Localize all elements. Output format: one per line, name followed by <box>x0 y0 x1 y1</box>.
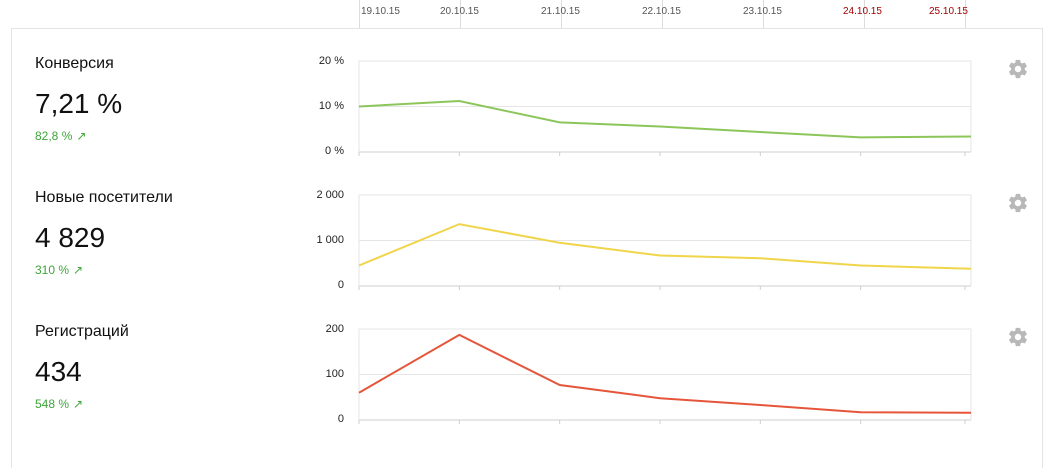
new-visitors-line-chart <box>357 194 973 290</box>
registrations-line-chart <box>357 328 973 424</box>
date-tick <box>864 0 865 28</box>
y-tick-label: 0 <box>337 279 344 291</box>
y-tick-label: 0 <box>337 413 344 425</box>
date-label: 20.10.15 <box>440 6 479 17</box>
data-point[interactable] <box>859 410 863 414</box>
data-point[interactable] <box>457 333 461 337</box>
date-label: 22.10.15 <box>642 6 681 17</box>
settings-gear-icon[interactable] <box>1007 326 1029 348</box>
y-tick-label: 200 <box>325 323 344 335</box>
metric-value: 4 829 <box>35 222 106 253</box>
date-tick <box>460 0 461 28</box>
data-point[interactable] <box>969 267 973 271</box>
settings-gear-icon[interactable] <box>1007 192 1029 214</box>
metric-change: 310 % ↗ <box>35 263 83 277</box>
data-point[interactable] <box>558 241 562 245</box>
date-label: 21.10.15 <box>541 6 580 17</box>
metric-change: 82,8 % ↗ <box>35 129 86 143</box>
data-point[interactable] <box>859 264 863 268</box>
metric-change-value: 310 % <box>35 263 70 277</box>
date-label-weekend: 24.10.15 <box>843 6 882 17</box>
date-tick <box>662 0 663 28</box>
metric-change-value: 82,8 % <box>35 129 73 143</box>
data-point[interactable] <box>357 105 361 109</box>
trend-up-arrow-icon: ↗ <box>73 397 84 411</box>
metric-name: Конверсия <box>35 55 114 72</box>
data-point[interactable] <box>357 391 361 395</box>
date-tick <box>965 0 966 28</box>
date-label: 23.10.15 <box>743 6 782 17</box>
series-line <box>358 223 972 270</box>
data-point[interactable] <box>758 403 762 407</box>
series-line <box>358 333 972 414</box>
metric-name: Регистраций <box>35 323 129 340</box>
date-tick <box>359 0 360 28</box>
conversion-line-chart <box>357 60 973 156</box>
y-tick-label: 0 % <box>325 145 344 157</box>
trend-up-arrow-icon: ↗ <box>76 129 87 143</box>
trend-up-arrow-icon: ↗ <box>73 263 84 277</box>
dashboard-panel <box>11 28 1043 468</box>
y-tick-label: 20 % <box>318 55 344 67</box>
settings-gear-icon[interactable] <box>1007 58 1029 80</box>
date-label-weekend: 25.10.15 <box>929 6 968 17</box>
data-point[interactable] <box>457 99 461 103</box>
data-point[interactable] <box>357 264 361 268</box>
date-tick <box>763 0 764 28</box>
data-point[interactable] <box>758 130 762 134</box>
metric-value: 7,21 % <box>35 88 123 119</box>
data-point[interactable] <box>558 120 562 124</box>
metric-change: 548 % ↗ <box>35 397 83 411</box>
data-point[interactable] <box>658 396 662 400</box>
date-axis: 19.10.15 20.10.15 21.10.15 22.10.15 23.1… <box>0 0 1054 28</box>
data-point[interactable] <box>658 125 662 129</box>
series-line <box>358 99 972 139</box>
data-point[interactable] <box>457 222 461 226</box>
data-point[interactable] <box>859 135 863 139</box>
date-label: 19.10.15 <box>361 6 400 17</box>
data-point[interactable] <box>658 254 662 258</box>
y-tick-label: 100 <box>325 368 344 380</box>
data-point[interactable] <box>758 256 762 260</box>
metric-value: 434 <box>35 356 82 387</box>
y-tick-label: 2 000 <box>316 189 344 201</box>
y-tick-label: 10 % <box>318 100 344 112</box>
date-tick <box>561 0 562 28</box>
data-point[interactable] <box>969 135 973 139</box>
metric-change-value: 548 % <box>35 397 70 411</box>
metric-name: Новые посетители <box>35 189 173 206</box>
y-tick-label: 1 000 <box>316 234 344 246</box>
data-point[interactable] <box>558 383 562 387</box>
data-point[interactable] <box>969 411 973 415</box>
